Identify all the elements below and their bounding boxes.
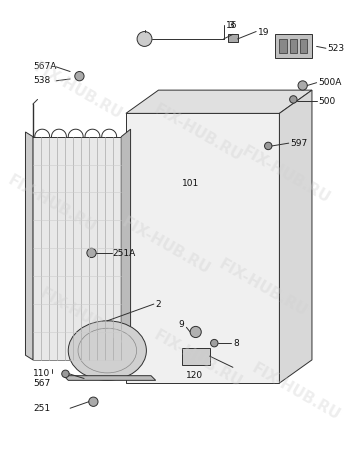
Text: 101: 101 <box>182 179 199 188</box>
Text: FIX-HUB.RU: FIX-HUB.RU <box>119 215 212 277</box>
Text: 567: 567 <box>33 378 50 387</box>
Polygon shape <box>126 90 312 113</box>
Polygon shape <box>126 113 279 383</box>
Text: FIX-HUB.RU: FIX-HUB.RU <box>151 328 245 390</box>
Text: 120: 120 <box>187 371 203 380</box>
Circle shape <box>211 339 218 347</box>
Circle shape <box>89 397 98 406</box>
Text: 251: 251 <box>33 404 50 413</box>
Circle shape <box>75 72 84 81</box>
Polygon shape <box>279 90 312 383</box>
Text: 500: 500 <box>318 97 336 106</box>
Bar <box>275 34 312 58</box>
Text: 2: 2 <box>156 300 161 309</box>
Bar <box>290 39 297 53</box>
Bar <box>182 348 210 365</box>
Text: FIX-HUB.RU: FIX-HUB.RU <box>216 256 310 319</box>
Circle shape <box>190 326 201 338</box>
Circle shape <box>290 96 297 103</box>
Polygon shape <box>64 376 156 380</box>
Ellipse shape <box>68 321 146 380</box>
Text: 110: 110 <box>33 369 50 378</box>
Bar <box>228 34 238 42</box>
Polygon shape <box>121 129 131 360</box>
Text: 538: 538 <box>33 76 50 86</box>
Polygon shape <box>33 137 121 360</box>
Circle shape <box>137 32 152 46</box>
Text: 523: 523 <box>328 44 345 53</box>
Text: FIX-HUB.RU: FIX-HUB.RU <box>31 60 124 122</box>
Polygon shape <box>33 352 131 360</box>
Text: 16: 16 <box>225 21 237 30</box>
Circle shape <box>265 142 272 150</box>
Bar <box>300 39 307 53</box>
Circle shape <box>87 248 96 257</box>
Text: FIX-HUB.RU: FIX-HUB.RU <box>5 173 98 235</box>
Text: 500A: 500A <box>318 78 342 87</box>
Text: FIX-HUB.RU: FIX-HUB.RU <box>37 286 131 348</box>
Text: 9: 9 <box>179 320 184 329</box>
Text: 567A: 567A <box>33 63 56 72</box>
Text: 251A: 251A <box>112 249 135 258</box>
Text: 3: 3 <box>228 21 234 30</box>
Text: 19: 19 <box>258 28 270 37</box>
Circle shape <box>62 370 69 378</box>
Text: 597: 597 <box>290 139 308 148</box>
Text: FIX-HUB.RU: FIX-HUB.RU <box>239 144 333 206</box>
Text: FIX-HUB.RU: FIX-HUB.RU <box>151 102 245 164</box>
Polygon shape <box>26 132 33 360</box>
Text: FIX-HUB.RU: FIX-HUB.RU <box>249 361 342 424</box>
Bar <box>279 39 287 53</box>
Text: 8: 8 <box>233 339 239 348</box>
Circle shape <box>298 81 307 90</box>
